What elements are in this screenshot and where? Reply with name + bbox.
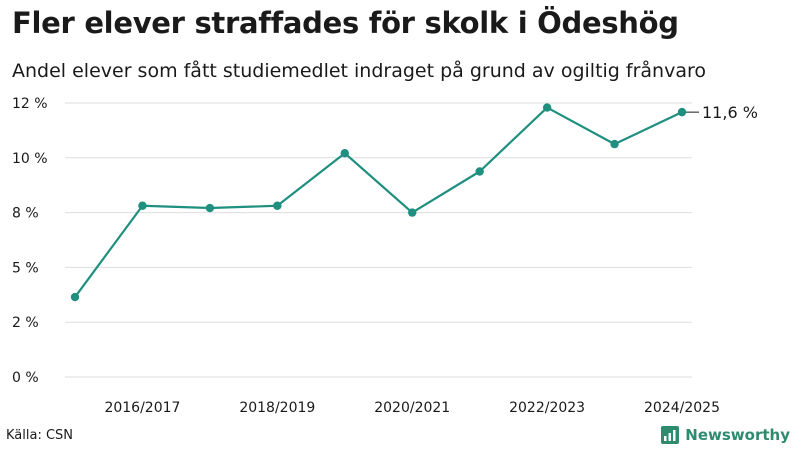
end-value-label: 11,6 % — [702, 103, 758, 122]
x-axis-labels: 2016/2017 2018/2019 2020/2021 2022/2023 2024… — [104, 400, 720, 416]
data-point[interactable] — [340, 149, 349, 158]
data-point[interactable] — [138, 201, 147, 210]
data-point[interactable] — [408, 208, 417, 217]
data-point[interactable] — [475, 167, 484, 176]
data-point[interactable] — [610, 139, 619, 149]
y-tick-label: 10 % — [12, 151, 48, 167]
x-tick-label: 2018/2019 — [239, 400, 315, 416]
brand-logo[interactable]: Newsworthy — [661, 426, 790, 444]
data-point[interactable] — [205, 203, 215, 213]
newsworthy-logo-icon — [661, 426, 680, 444]
chart-title: Fler elever straffades för skolk i Ödesh… — [12, 6, 679, 40]
data-point[interactable] — [70, 292, 80, 302]
chart-subtitle: Andel elever som fått studiemedlet indra… — [12, 60, 706, 82]
data-point[interactable] — [542, 103, 552, 112]
data-point[interactable] — [677, 107, 687, 117]
x-tick-label: 2016/2017 — [104, 400, 180, 416]
y-tick-label: 8 % — [12, 206, 39, 222]
gridlines — [65, 102, 692, 378]
y-axis-labels: 0 % 2 % 5 % 8 % 10 % 12 % — [12, 96, 48, 386]
source-note: Källa: CSN — [6, 428, 74, 443]
brand-name: Newsworthy — [685, 426, 790, 444]
x-tick-label: 2020/2021 — [374, 400, 450, 416]
data-series — [70, 103, 687, 302]
series-line — [74, 106, 683, 298]
y-tick-label: 0 % — [12, 370, 39, 386]
y-tick-label: 5 % — [12, 260, 39, 276]
y-tick-label: 2 % — [12, 315, 39, 331]
data-point[interactable] — [273, 201, 282, 210]
x-tick-label: 2022/2023 — [509, 400, 585, 416]
data-labels: 11,6 % — [686, 103, 758, 122]
x-tick-label: 2024/2025 — [644, 400, 720, 416]
y-tick-label: 12 % — [12, 96, 48, 112]
